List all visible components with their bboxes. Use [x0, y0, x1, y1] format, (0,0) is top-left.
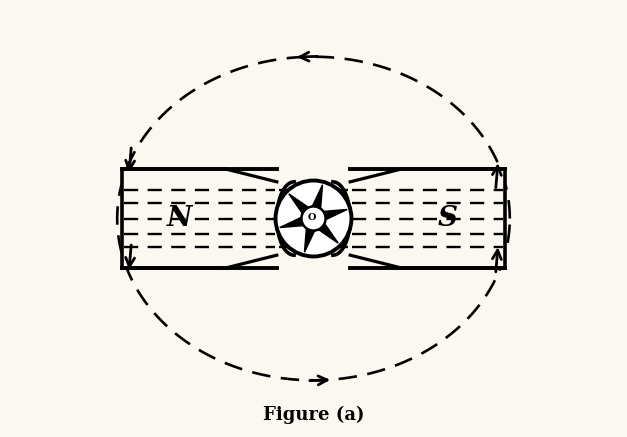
- Polygon shape: [324, 209, 347, 220]
- Polygon shape: [319, 223, 338, 243]
- Circle shape: [302, 206, 325, 231]
- Polygon shape: [305, 228, 315, 252]
- Text: Figure (a): Figure (a): [263, 406, 364, 424]
- Text: O: O: [307, 213, 315, 222]
- Text: S: S: [437, 205, 457, 232]
- Polygon shape: [289, 194, 308, 214]
- Polygon shape: [333, 169, 505, 268]
- Polygon shape: [280, 217, 303, 228]
- Polygon shape: [312, 185, 322, 209]
- Polygon shape: [122, 169, 294, 268]
- Text: N: N: [167, 205, 192, 232]
- Circle shape: [275, 180, 352, 257]
